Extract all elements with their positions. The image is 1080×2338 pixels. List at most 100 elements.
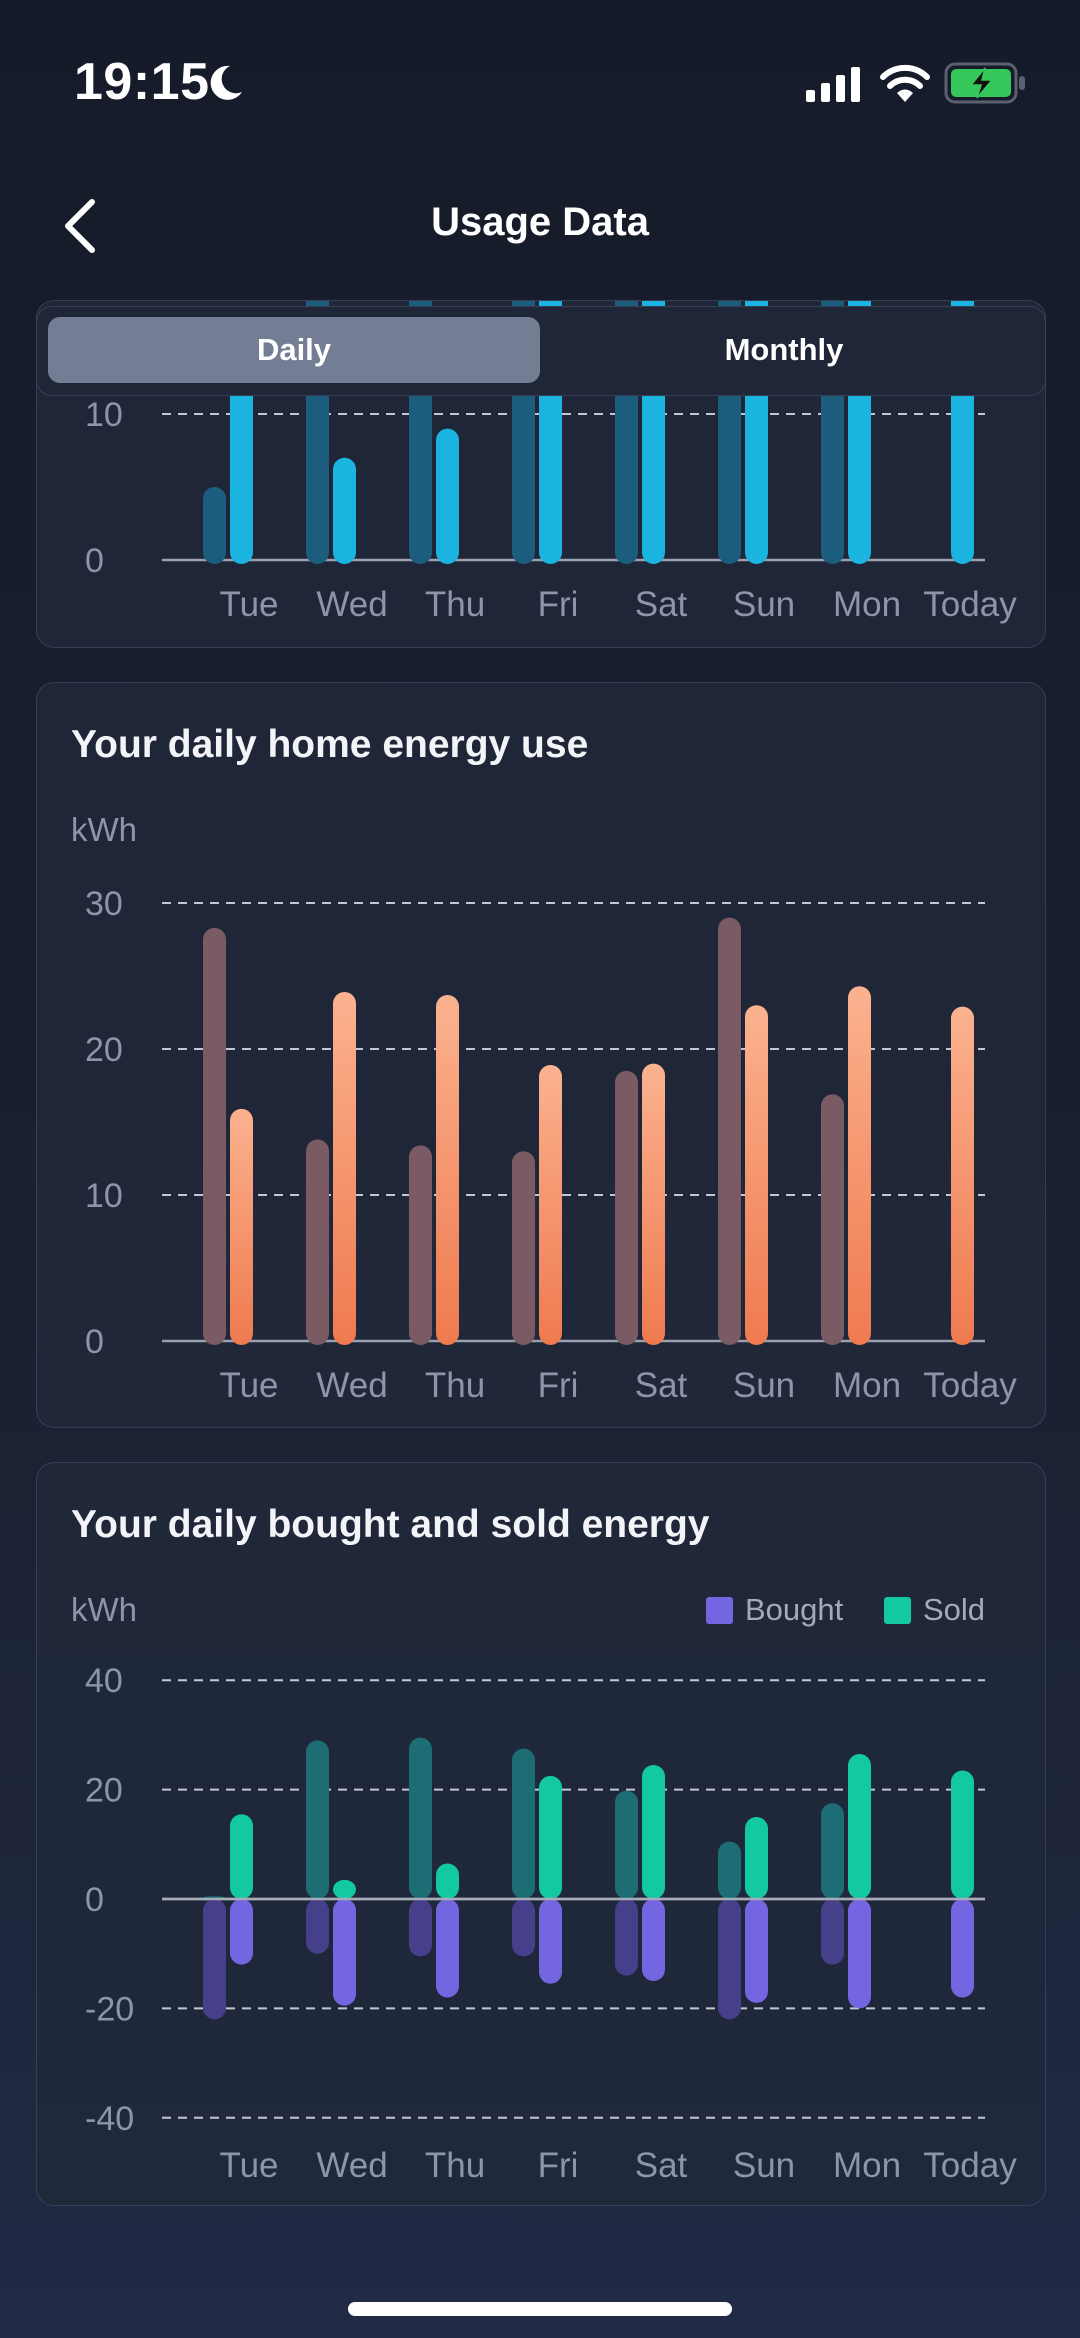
bar-sold-current — [745, 1816, 768, 1899]
bar-home-use-current — [436, 994, 459, 1345]
legend-sold: Sold — [884, 1592, 985, 1628]
bar-sold-current — [539, 1775, 562, 1899]
bar-sold-previous — [306, 1740, 329, 1899]
x-tick-label: Sat — [635, 1366, 688, 1405]
tab-daily[interactable]: Daily — [48, 317, 540, 383]
home-energy-title: Your daily home energy use — [71, 723, 589, 766]
y-tick-label: 10 — [85, 396, 123, 434]
bought-sold-card: Your daily bought and sold energy kWh 40… — [36, 1462, 1046, 2206]
back-chevron-icon[interactable] — [56, 196, 104, 256]
y-tick-label: 40 — [85, 1662, 123, 1700]
bar-home-use-previous — [409, 1145, 432, 1345]
bar-bought-previous — [718, 1899, 741, 2020]
bar-home-use-previous — [718, 917, 741, 1345]
bar-home-use-current — [333, 992, 356, 1345]
y-tick-label: 0 — [85, 1881, 104, 1919]
bar-home-use-current — [848, 986, 871, 1345]
bought-sold-unit-label: kWh — [71, 1591, 137, 1628]
bar-current — [436, 428, 459, 564]
y-tick-label: 0 — [85, 1323, 104, 1361]
bar-sold-current — [436, 1863, 459, 1899]
x-tick-label: Thu — [425, 585, 485, 624]
x-tick-label: Sun — [733, 585, 795, 624]
x-tick-label: Wed — [316, 1366, 387, 1405]
bar-sold-previous — [718, 1841, 741, 1899]
bar-home-use-previous — [512, 1151, 535, 1345]
period-segmented-control: Daily Monthly — [36, 306, 1046, 396]
bar-sold-current — [848, 1754, 871, 1899]
bar-home-use-current — [745, 1005, 768, 1345]
bought-sold-title: Your daily bought and sold energy — [71, 1503, 710, 1546]
bar-bought-previous — [615, 1899, 638, 1976]
bar-bought-current — [848, 1899, 871, 2009]
wifi-icon — [880, 64, 930, 102]
page-title: Usage Data — [431, 200, 649, 244]
home-indicator — [348, 2302, 732, 2316]
legend-bought-label: Bought — [745, 1592, 844, 1627]
x-tick-label: Today — [923, 2146, 1017, 2185]
x-tick-label: Today — [923, 1366, 1017, 1405]
status-time: 19:15 — [74, 53, 210, 111]
x-tick-label: Tue — [219, 1366, 278, 1405]
bar-home-use-previous — [821, 1094, 844, 1345]
y-tick-label: -20 — [85, 1990, 134, 2028]
bar-home-use-current — [951, 1006, 974, 1345]
x-tick-label: Mon — [833, 2146, 901, 2185]
x-tick-label: Today — [923, 585, 1017, 624]
bar-bought-previous — [512, 1899, 535, 1957]
y-tick-label: 20 — [85, 1772, 123, 1810]
bar-sold-previous — [512, 1748, 535, 1899]
y-tick-label: 30 — [85, 885, 123, 923]
x-tick-label: Tue — [219, 585, 278, 624]
y-tick-label: 0 — [85, 542, 104, 580]
bar-bought-previous — [821, 1899, 844, 1965]
x-tick-label: Mon — [833, 1366, 901, 1405]
bar-sold-current — [951, 1770, 974, 1899]
bar-sold-previous — [409, 1737, 432, 1899]
bar-bought-previous — [203, 1899, 226, 2020]
x-tick-label: Thu — [425, 2146, 485, 2185]
home-energy-unit-label: kWh — [71, 811, 137, 848]
bar-bought-current — [951, 1899, 974, 1998]
bar-bought-previous — [306, 1899, 329, 1954]
x-tick-label: Fri — [538, 1366, 579, 1405]
bar-current — [333, 457, 356, 564]
bar-sold-previous — [615, 1790, 638, 1899]
bar-home-use-previous — [615, 1070, 638, 1345]
legend-bought-swatch — [706, 1596, 733, 1624]
bar-home-use-previous — [306, 1139, 329, 1345]
bar-sold-current — [230, 1814, 253, 1899]
x-tick-label: Sat — [635, 2146, 688, 2185]
y-tick-label: 20 — [85, 1031, 123, 1069]
x-tick-label: Thu — [425, 1366, 485, 1405]
legend-bought: Bought — [706, 1592, 843, 1628]
x-tick-label: Sun — [733, 1366, 795, 1405]
bar-home-use-previous — [203, 927, 226, 1345]
bar-bought-current — [642, 1899, 665, 1982]
legend-sold-swatch — [884, 1596, 911, 1624]
bar-home-use-current — [539, 1065, 562, 1345]
y-tick-label: -40 — [85, 2100, 134, 2138]
bar-previous — [203, 487, 226, 564]
bar-home-use-current — [230, 1108, 253, 1345]
bar-bought-previous — [409, 1899, 432, 1957]
x-tick-label: Tue — [219, 2146, 278, 2185]
legend-sold-label: Sold — [923, 1592, 986, 1627]
x-tick-label: Wed — [316, 585, 387, 624]
x-tick-label: Mon — [833, 585, 901, 624]
x-tick-label: Sun — [733, 2146, 795, 2185]
tab-monthly[interactable]: Monthly — [724, 332, 844, 367]
bar-bought-current — [333, 1899, 356, 2006]
bought-sold-chart: 40 20 0 -20 -40 Tue Wed Thu Fri Sat Sun Mon Today — [85, 1662, 1017, 2185]
bar-sold-current — [642, 1764, 665, 1899]
moon-icon — [210, 65, 242, 100]
x-tick-label: Fri — [538, 2146, 579, 2185]
x-tick-label: Fri — [538, 585, 579, 624]
x-tick-label: Wed — [316, 2146, 387, 2185]
x-tick-label: Sat — [635, 585, 688, 624]
bar-sold-current — [333, 1879, 356, 1899]
home-energy-card: Your daily home energy use kWh 0 10 20 30 Tu… — [36, 682, 1046, 1428]
bar-bought-current — [539, 1899, 562, 1984]
y-tick-label: 10 — [85, 1177, 123, 1215]
cellular-signal-icon — [806, 67, 860, 102]
